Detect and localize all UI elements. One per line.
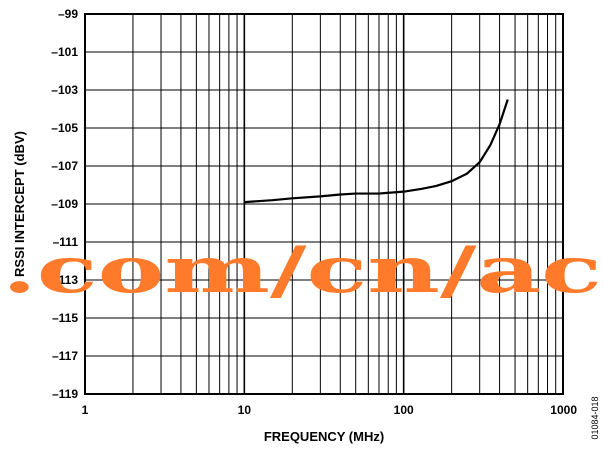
y-tick-labels: –99–101–103–105–107–109–111–113–115–117–…	[51, 7, 78, 401]
x-tick-labels: 1 10 100 1000	[82, 403, 578, 417]
y-tick-label: –117	[52, 349, 78, 363]
y-tick-label: –99	[58, 7, 78, 21]
grid	[85, 14, 563, 394]
y-tick-label: –109	[51, 197, 78, 211]
x-tick-label: 1	[82, 403, 89, 417]
y-tick-label: –107	[51, 159, 78, 173]
watermark: .com/cn/ac	[2, 233, 602, 308]
y-tick-label: –103	[51, 83, 78, 97]
y-tick-label: –115	[52, 311, 78, 325]
figure-id: 01084-018	[590, 396, 600, 439]
x-tick-label: 10	[238, 403, 252, 417]
x-tick-label: 100	[394, 403, 414, 417]
series-line	[244, 100, 507, 203]
y-tick-label: –119	[52, 387, 78, 401]
x-axis-label: FREQUENCY (MHz)	[264, 429, 384, 444]
x-tick-label: 1000	[550, 403, 577, 417]
y-tick-label: –101	[51, 45, 78, 59]
y-tick-label: –105	[51, 121, 78, 135]
